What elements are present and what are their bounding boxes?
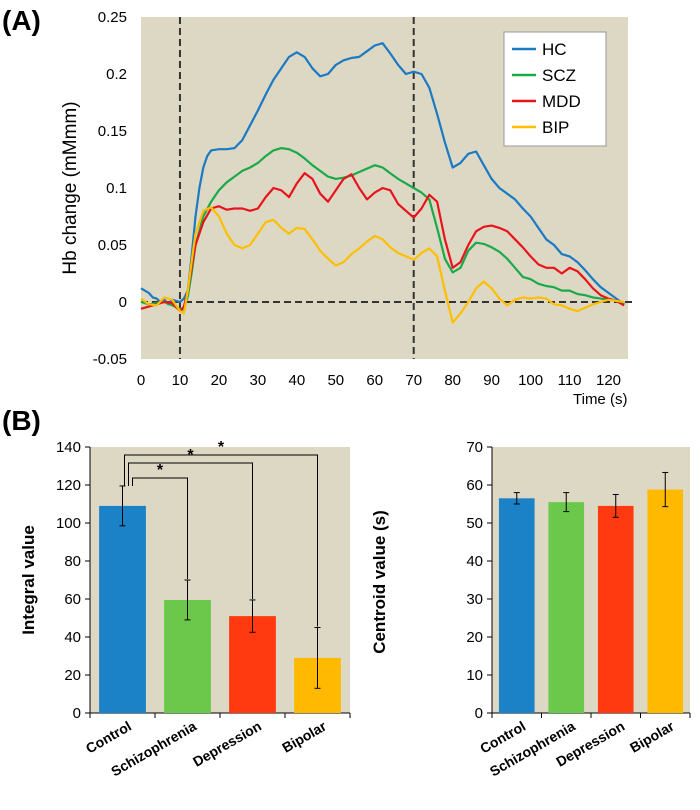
series-line-bip xyxy=(140,206,625,324)
legend-label-hc: HC xyxy=(542,40,567,59)
series-line-mdd xyxy=(140,172,625,313)
bar-schizophrenia xyxy=(548,502,585,713)
legend-label-scz: SCZ xyxy=(542,66,576,85)
x-tick-label: 30 xyxy=(250,372,267,389)
x-tick-label: 80 xyxy=(444,372,461,389)
y-tick-label: 60 xyxy=(64,591,81,608)
category-label-depression: Depression xyxy=(190,718,264,770)
y-tick-label: 0.1 xyxy=(106,180,127,197)
y-tick-label: -0.05 xyxy=(93,351,127,368)
category-label-bipolar: Bipolar xyxy=(279,717,329,755)
y-tick-label: 10 xyxy=(466,667,483,684)
y-tick-label: 0.25 xyxy=(98,9,127,26)
x-tick-label: 60 xyxy=(366,372,383,389)
legend-label-mdd: MDD xyxy=(542,92,581,111)
x-tick-label: 20 xyxy=(211,372,228,389)
y-tick-label: 120 xyxy=(56,477,81,494)
y-tick-label: 0.15 xyxy=(98,123,127,140)
series-line-scz xyxy=(140,147,625,312)
bar-control xyxy=(498,498,535,713)
significance-star: * xyxy=(218,439,225,456)
y-tick-label: 100 xyxy=(56,515,81,532)
panel-b-label: (B) xyxy=(2,405,41,436)
x-tick-label: 0 xyxy=(137,372,145,389)
bar-control xyxy=(99,505,146,713)
x-tick-label: 90 xyxy=(483,372,500,389)
bar-bipolar xyxy=(647,489,684,713)
bar-depression xyxy=(597,505,634,713)
y-tick-label: 70 xyxy=(466,439,483,456)
significance-bracket xyxy=(128,462,253,599)
y-tick-label: 0.05 xyxy=(98,237,127,254)
x-tick-label: 70 xyxy=(405,372,422,389)
x-tick-label: 100 xyxy=(518,372,543,389)
series-line-hc xyxy=(140,42,625,306)
bar-chart-centroid: 010203040506070ControlSchizophreniaDepre… xyxy=(370,439,691,779)
x-tick-label: 120 xyxy=(596,372,621,389)
y-tick-label: 0 xyxy=(119,294,127,311)
bar-chart-integral: 020406080100120140ControlSchizophreniaDe… xyxy=(19,439,351,779)
significance-bracket xyxy=(132,477,188,579)
x-tick-label: 40 xyxy=(288,372,305,389)
legend-label-bip: BIP xyxy=(542,118,569,137)
x-tick-label: 110 xyxy=(558,372,582,389)
y-tick-label: 40 xyxy=(466,553,483,570)
significance-bracket xyxy=(124,454,318,627)
category-label-control: Control xyxy=(83,718,134,757)
x-tick-label: 50 xyxy=(327,372,344,389)
panel-a-label: (A) xyxy=(2,5,41,36)
y-tick-label: 20 xyxy=(466,629,483,646)
y-axis-title: Hb change (mMmm) xyxy=(60,101,81,274)
y-tick-label: 50 xyxy=(466,515,483,532)
y-tick-label: 20 xyxy=(64,667,81,684)
line-chart-hb-change: -0.05 0 0.05 0.1 0.15 0.2 0.25 0 10 20 30 40 50 60 70 8… xyxy=(60,9,632,408)
y-tick-label: 80 xyxy=(64,553,81,570)
x-axis-title: Time (s) xyxy=(573,391,627,408)
y-axis-title: Integral value xyxy=(19,525,38,635)
y-tick-label: 0 xyxy=(475,705,483,722)
y-tick-label: 60 xyxy=(466,477,483,494)
significance-star: * xyxy=(157,462,164,479)
y-tick-label: 40 xyxy=(64,629,81,646)
x-tick-label: 10 xyxy=(172,372,189,389)
category-label-bipolar: Bipolar xyxy=(627,717,677,755)
y-tick-label: 30 xyxy=(466,591,483,608)
y-tick-label: 0.2 xyxy=(106,66,127,83)
y-tick-label: 0 xyxy=(73,705,81,722)
y-tick-label: 140 xyxy=(56,439,81,456)
y-axis-title: Centroid value (s) xyxy=(370,510,389,654)
